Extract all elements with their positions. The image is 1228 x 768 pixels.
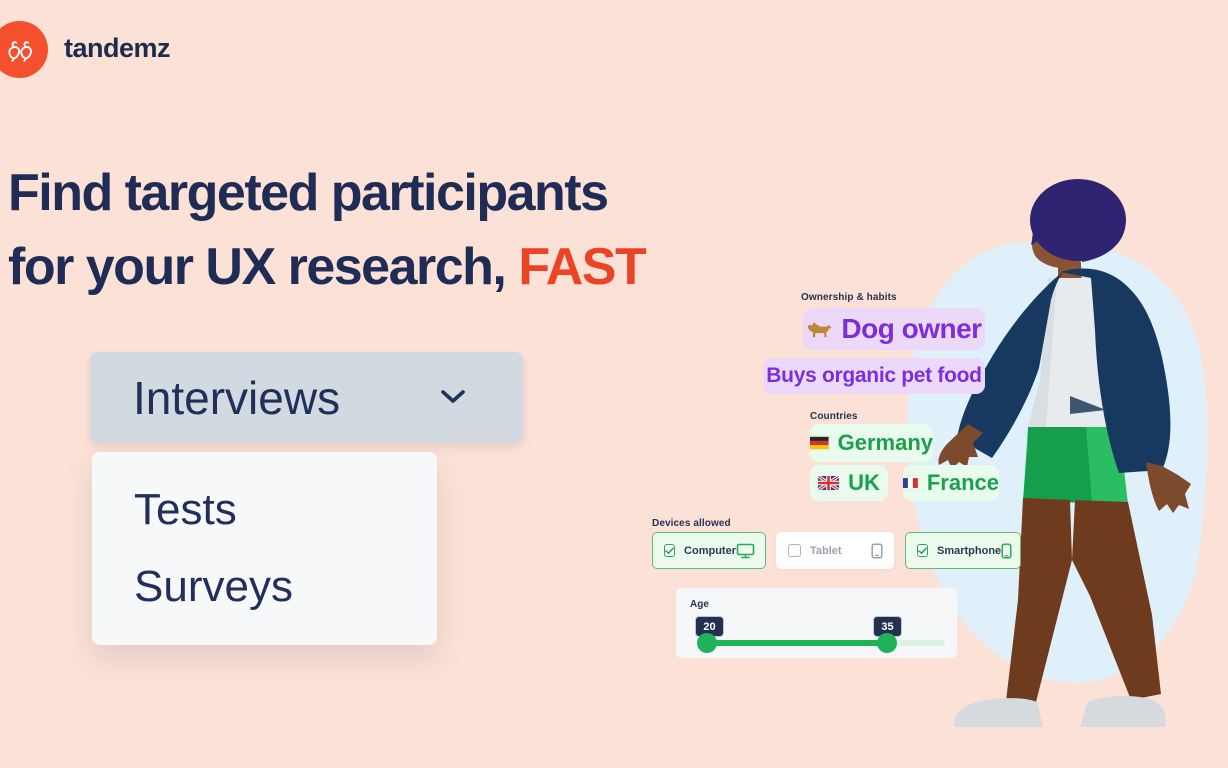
dropdown-option-surveys[interactable]: Surveys: [134, 561, 293, 611]
legs: [1006, 498, 1072, 706]
chevron-down-icon: [440, 388, 466, 411]
device-label: Tablet: [810, 544, 842, 557]
germany-flag-icon: [810, 436, 829, 450]
chip-buys-organic-pet-food[interactable]: Buys organic pet food: [763, 358, 985, 394]
checkbox-checked-icon[interactable]: [664, 544, 676, 557]
chip-label: Germany: [837, 430, 933, 455]
device-option-tablet[interactable]: Tablet: [776, 532, 894, 569]
tandem-balloons-icon: [7, 40, 32, 62]
slider-handle-min[interactable]: [697, 633, 717, 653]
chip-country-france[interactable]: France: [903, 465, 999, 501]
chip-label: France: [926, 470, 999, 495]
chip-dog-owner[interactable]: Dog owner: [803, 308, 985, 350]
heading-line-2: for your UX research, FAST: [8, 238, 647, 296]
device-label: Smartphone: [937, 544, 1002, 557]
device-option-computer[interactable]: Computer: [652, 532, 766, 569]
dog-icon: [808, 321, 833, 337]
chip-country-germany[interactable]: Germany: [810, 424, 933, 462]
ownership-habits-label: Ownership & habits: [801, 292, 897, 303]
shirt: [1028, 278, 1107, 427]
jacket-pocket: [1070, 396, 1106, 414]
afro-hair: [1030, 179, 1126, 261]
device-option-smartphone[interactable]: Smartphone: [905, 532, 1021, 569]
france-flag-icon: [903, 476, 918, 490]
slider-handle-max[interactable]: [877, 633, 897, 653]
face: [1031, 209, 1081, 268]
devices-allowed-label: Devices allowed: [652, 518, 731, 529]
chip-country-uk[interactable]: UK: [810, 465, 888, 501]
dropdown-selected-label: Interviews: [133, 371, 341, 424]
countries-label: Countries: [810, 411, 858, 422]
brand-name[interactable]: tandemz: [64, 33, 171, 63]
smartphone-icon: [1001, 542, 1012, 559]
dropdown-options-panel: Tests Surveys: [92, 452, 437, 645]
checkbox-unchecked-icon[interactable]: [788, 544, 801, 557]
brand-logo[interactable]: [0, 21, 48, 78]
age-label: Age: [690, 599, 709, 610]
heading-highlight: FAST: [518, 238, 646, 296]
age-range-card: Age 20 35: [676, 588, 957, 658]
uk-flag-icon: [818, 476, 840, 490]
shorts: [1023, 427, 1128, 504]
tablet-icon: [871, 542, 883, 559]
chip-label: Buys organic pet food: [766, 364, 982, 387]
pointing-hand: [938, 424, 983, 469]
study-type-dropdown[interactable]: Interviews: [90, 352, 523, 443]
chip-label: UK: [848, 470, 880, 495]
heading-line-1: Find targeted participants: [8, 164, 609, 222]
computer-icon: [736, 543, 755, 559]
slider-active-range[interactable]: [707, 640, 887, 646]
device-label: Computer: [684, 544, 736, 557]
dropdown-option-tests[interactable]: Tests: [134, 485, 237, 535]
shoes: [954, 698, 1043, 727]
chip-label: Dog owner: [841, 313, 982, 344]
page-title: Find targeted participants for your UX r…: [8, 156, 728, 304]
checkbox-checked-icon[interactable]: [917, 544, 928, 557]
right-hand: [1146, 462, 1191, 513]
